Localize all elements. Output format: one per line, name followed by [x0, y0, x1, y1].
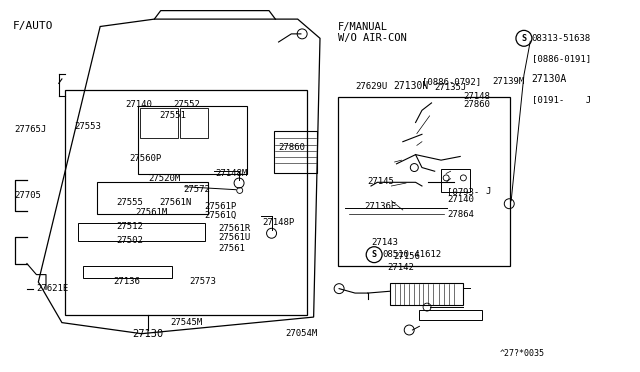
Text: 27512: 27512	[116, 222, 143, 231]
Bar	[140, 109, 178, 138]
Text: 27860: 27860	[278, 143, 305, 152]
Text: [0886-0792]: [0886-0792]	[422, 77, 481, 86]
Bar	[65, 90, 307, 315]
Text: 27553: 27553	[75, 122, 102, 131]
Text: [0886-0191]: [0886-0191]	[532, 54, 591, 63]
Text: 27551: 27551	[159, 111, 186, 121]
Text: 27573: 27573	[189, 278, 216, 286]
Text: 27148P: 27148P	[262, 218, 295, 227]
Text: 27864: 27864	[447, 209, 474, 219]
Bar	[274, 131, 317, 173]
Text: 27140: 27140	[447, 195, 474, 204]
Text: 27560P: 27560P	[129, 154, 161, 163]
Text: 27502: 27502	[116, 236, 143, 245]
Bar	[419, 310, 482, 320]
Text: 27561: 27561	[218, 244, 245, 253]
Bar	[338, 97, 510, 266]
Bar	[97, 182, 209, 214]
Text: 08510-41612: 08510-41612	[383, 250, 442, 259]
Text: 27705: 27705	[14, 191, 41, 200]
Text: 08313-51638: 08313-51638	[532, 34, 591, 43]
Text: 27520M: 27520M	[148, 174, 180, 183]
Text: 27621E: 27621E	[36, 284, 68, 293]
Text: 27135J: 27135J	[435, 83, 467, 92]
Text: F/AUTO: F/AUTO	[13, 20, 53, 31]
Text: 27561M: 27561M	[135, 208, 168, 217]
Text: 27148M: 27148M	[215, 169, 247, 178]
Text: F/MANUAL
W/O AIR-CON: F/MANUAL W/O AIR-CON	[338, 22, 406, 43]
Bar	[138, 106, 246, 174]
Text: 27136E: 27136E	[365, 202, 397, 211]
Text: 27142: 27142	[387, 263, 414, 272]
Text: 27561P: 27561P	[204, 202, 236, 211]
Bar	[441, 169, 470, 192]
Text: 27148: 27148	[463, 92, 490, 101]
Bar	[83, 266, 172, 278]
Text: [0191-    J: [0191- J	[532, 95, 591, 104]
Text: 27629U: 27629U	[355, 82, 387, 91]
Text: [0793-: [0793-	[447, 187, 480, 196]
Text: 27860: 27860	[463, 100, 490, 109]
Text: S: S	[522, 34, 527, 43]
Bar	[78, 223, 205, 241]
Text: 27130A: 27130A	[532, 74, 567, 84]
Text: ^27?*0035: ^27?*0035	[500, 350, 545, 359]
Text: 27572: 27572	[183, 185, 210, 194]
Text: 27130: 27130	[132, 329, 164, 339]
Text: 27765J: 27765J	[14, 125, 46, 134]
Text: 27136: 27136	[113, 278, 140, 286]
Text: 27130N: 27130N	[394, 81, 429, 90]
Bar	[180, 109, 209, 138]
Text: 27561U: 27561U	[218, 233, 250, 242]
Text: 27561R: 27561R	[218, 224, 250, 232]
Text: 27545M: 27545M	[170, 318, 202, 327]
Text: S: S	[372, 250, 377, 259]
Text: J: J	[486, 187, 491, 196]
Text: 27561Q: 27561Q	[204, 211, 236, 220]
Text: 27140: 27140	[125, 100, 152, 109]
Text: 27552: 27552	[173, 100, 200, 109]
Text: 27145: 27145	[368, 177, 395, 186]
Text: 27143: 27143	[371, 238, 398, 247]
Text: 27555: 27555	[116, 199, 143, 208]
Text: 27139M: 27139M	[492, 77, 524, 86]
Text: 27156: 27156	[394, 251, 420, 261]
Bar	[390, 283, 463, 305]
Text: 27561N: 27561N	[159, 199, 191, 208]
Text: 27054M: 27054M	[285, 329, 317, 338]
